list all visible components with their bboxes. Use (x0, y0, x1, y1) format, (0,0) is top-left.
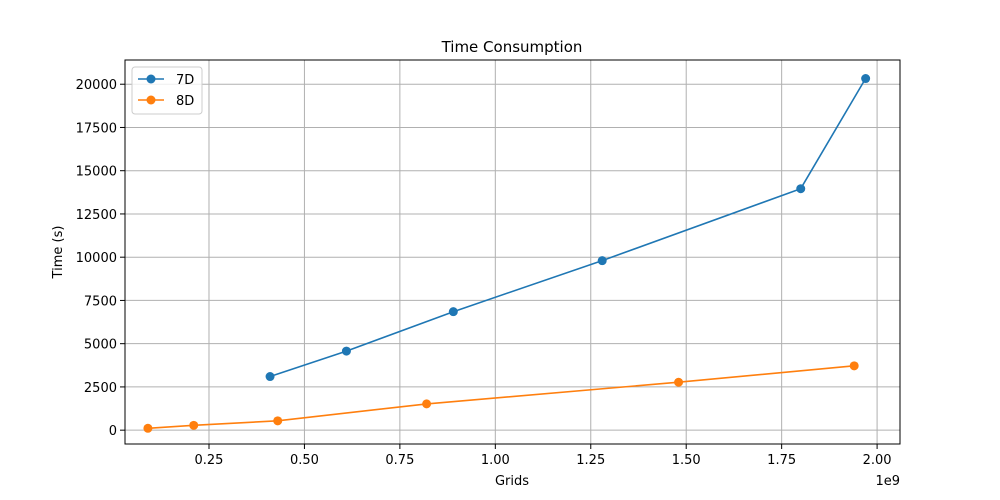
x-tick-label: 1.25 (576, 453, 605, 468)
data-point-7d (341, 346, 351, 356)
y-tick-label: 0 (109, 424, 117, 439)
y-tick-label: 17500 (76, 121, 117, 136)
legend-label-8d: 8D (176, 94, 194, 109)
data-point-8d (143, 423, 153, 433)
y-tick-label: 2500 (84, 381, 117, 396)
data-point-7d (861, 74, 871, 84)
y-tick-label: 7500 (84, 294, 117, 309)
data-point-8d (273, 416, 283, 426)
grid-layer (125, 60, 900, 444)
data-point-8d (422, 399, 432, 409)
x-tick-label: 1.75 (767, 453, 796, 468)
y-tick-label: 12500 (76, 208, 117, 223)
chart-title: Time Consumption (441, 38, 583, 56)
data-point-7d (448, 307, 458, 317)
x-tick-label: 0.75 (385, 453, 414, 468)
legend-marker-7d (146, 74, 156, 84)
y-tick-label: 10000 (76, 251, 117, 266)
series-line-7d (269, 78, 867, 378)
data-point-8d (849, 361, 859, 371)
x-tick-label: 0.50 (290, 453, 319, 468)
x-axis-label: Grids (495, 474, 529, 489)
series-layer (143, 74, 871, 433)
x-tick-label: 0.25 (195, 453, 224, 468)
data-point-8d (674, 377, 684, 387)
data-point-8d (189, 420, 199, 430)
x-tick-label: 1.00 (481, 453, 510, 468)
data-point-7d (796, 184, 806, 194)
data-point-7d (597, 256, 607, 266)
y-tick-label: 20000 (76, 78, 117, 93)
plot-frame (124, 59, 901, 445)
legend-marker-8d (146, 95, 156, 105)
x-tick-label: 1.50 (672, 453, 701, 468)
legend-label-7d: 7D (176, 73, 194, 88)
y-tick-label: 15000 (76, 165, 117, 180)
y-axis-label: Time (s) (51, 226, 66, 280)
ticks-layer: 0.25 0.50 0.75 1.00 1.25 1.50 1.75 2.00 0 2500 500… (76, 78, 892, 468)
data-point-7d (265, 372, 275, 382)
y-tick-label: 5000 (84, 338, 117, 353)
series-line-8d (147, 365, 855, 430)
x-axis-offset-label: 1e9 (875, 474, 900, 489)
x-tick-label: 2.00 (863, 453, 892, 468)
